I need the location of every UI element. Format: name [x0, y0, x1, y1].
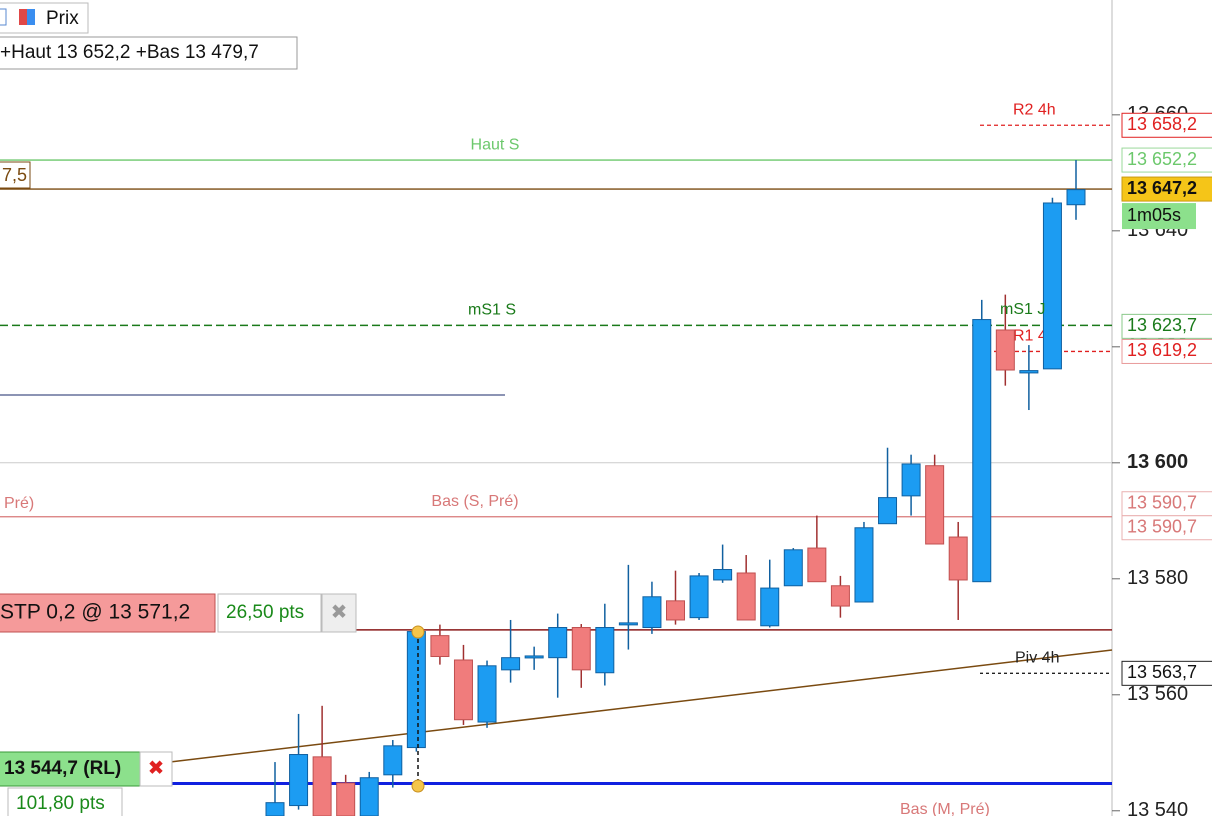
candle-body — [406, 631, 426, 749]
candle-body — [948, 536, 968, 581]
level-name: mS1 J — [1000, 301, 1045, 318]
price-box — [1121, 112, 1212, 138]
candle-body — [901, 463, 921, 497]
left-label: 7,5 — [2, 165, 27, 185]
price-boxes: 13 658,2 13 652,2 13 647,2 1m05s 13 623,7 13 … — [1121, 112, 1212, 686]
limit-order-text: 13 544,7 (RL) — [4, 758, 121, 779]
candle-body — [618, 622, 638, 626]
candle-body — [854, 527, 874, 603]
icon — [0, 8, 7, 26]
y-tick-label: 13 580 — [1127, 567, 1188, 589]
candle-body — [1066, 189, 1086, 206]
candle-body — [289, 754, 309, 807]
price-box — [1121, 515, 1212, 541]
header-box — [0, 36, 298, 70]
candle-body — [1042, 202, 1062, 370]
level-name: R2 4h — [1013, 101, 1056, 118]
candle-body — [878, 497, 898, 525]
level-name: Piv 4h — [1015, 650, 1059, 667]
left-label-box — [0, 161, 31, 189]
price-label: 13 563,7 — [1127, 662, 1197, 682]
price-label: 13 623,7 — [1127, 315, 1197, 335]
price-box — [1121, 338, 1212, 364]
candle-body — [642, 596, 662, 629]
candle-body — [383, 745, 403, 776]
candle-body — [453, 659, 473, 721]
candle-body — [666, 600, 685, 621]
price-box — [1121, 147, 1212, 173]
candles — [265, 160, 1086, 816]
measure-handle[interactable] — [411, 779, 425, 793]
toolbar[interactable] — [0, 2, 89, 34]
candle-body — [995, 329, 1015, 371]
timer-box — [1122, 203, 1196, 230]
stop-close-icon: ✖ — [331, 601, 348, 623]
candle-body — [336, 782, 356, 816]
left-label: Pré) — [4, 495, 34, 512]
level-name: mS1 S — [468, 302, 516, 319]
ui: Prix +Haut 13 652,2 +Bas 13 479,7 7,5 Pr… — [0, 2, 1045, 816]
icon — [27, 9, 35, 25]
price-box — [1121, 176, 1212, 202]
y-tick-label: 13 540 — [1127, 799, 1188, 816]
price-label: 13 590,7 — [1127, 492, 1197, 512]
candle-body — [595, 627, 615, 674]
limit-pts-box — [7, 787, 123, 816]
measure-handle[interactable] — [411, 625, 425, 639]
timer: 1m05s — [1127, 205, 1181, 225]
candle-body — [830, 585, 850, 607]
stop-close[interactable] — [321, 593, 357, 633]
level-name: Haut S — [471, 136, 520, 153]
y-tick-label: 13 600 — [1127, 451, 1188, 473]
candle-body — [713, 569, 733, 581]
limit-close-icon: ✖ — [148, 757, 165, 779]
candle-body — [477, 665, 497, 723]
price-label: 13 619,2 — [1127, 340, 1197, 360]
price-label: 13 658,2 — [1127, 114, 1197, 134]
level-name: Bas (M, Pré) — [900, 801, 990, 816]
candle-body — [925, 465, 945, 545]
stop-order-box[interactable] — [0, 593, 216, 633]
limit-order-box[interactable] — [0, 751, 141, 787]
toolbar-title: Prix — [46, 8, 79, 29]
y-tick-label: 13 560 — [1127, 683, 1188, 705]
price-label: 13 590,7 — [1127, 516, 1197, 536]
candle-body — [430, 635, 450, 658]
price-label: 13 652,2 — [1127, 149, 1197, 169]
candle-body — [548, 627, 568, 659]
stop-pts-box — [217, 593, 322, 633]
price-box — [1121, 491, 1212, 517]
level-name: Bas (S, Pré) — [431, 493, 518, 510]
header-text: +Haut 13 652,2 +Bas 13 479,7 — [0, 42, 259, 63]
candle-body — [312, 756, 332, 816]
candle-body — [265, 802, 285, 816]
candle-body — [783, 549, 803, 587]
candle-body — [760, 587, 780, 627]
candle-body — [1019, 370, 1039, 374]
candle-body — [972, 319, 992, 583]
candle-body — [501, 657, 521, 671]
candle-body — [524, 655, 544, 659]
icon — [19, 9, 27, 25]
limit-close[interactable] — [139, 751, 173, 787]
stop-pts: 26,50 pts — [226, 602, 304, 623]
candle-body — [689, 575, 709, 619]
candle-body — [807, 547, 827, 583]
stop-order-text: STP 0,2 @ 13 571,2 — [0, 601, 190, 624]
price-box — [1121, 660, 1212, 686]
candle-body — [359, 777, 379, 816]
limit-pts: 101,80 pts — [16, 793, 105, 814]
price-label: 13 647,2 — [1127, 178, 1197, 198]
trend-line — [169, 649, 1113, 763]
candle-body — [571, 627, 591, 671]
candle-body — [736, 572, 756, 621]
price-box — [1121, 313, 1212, 339]
